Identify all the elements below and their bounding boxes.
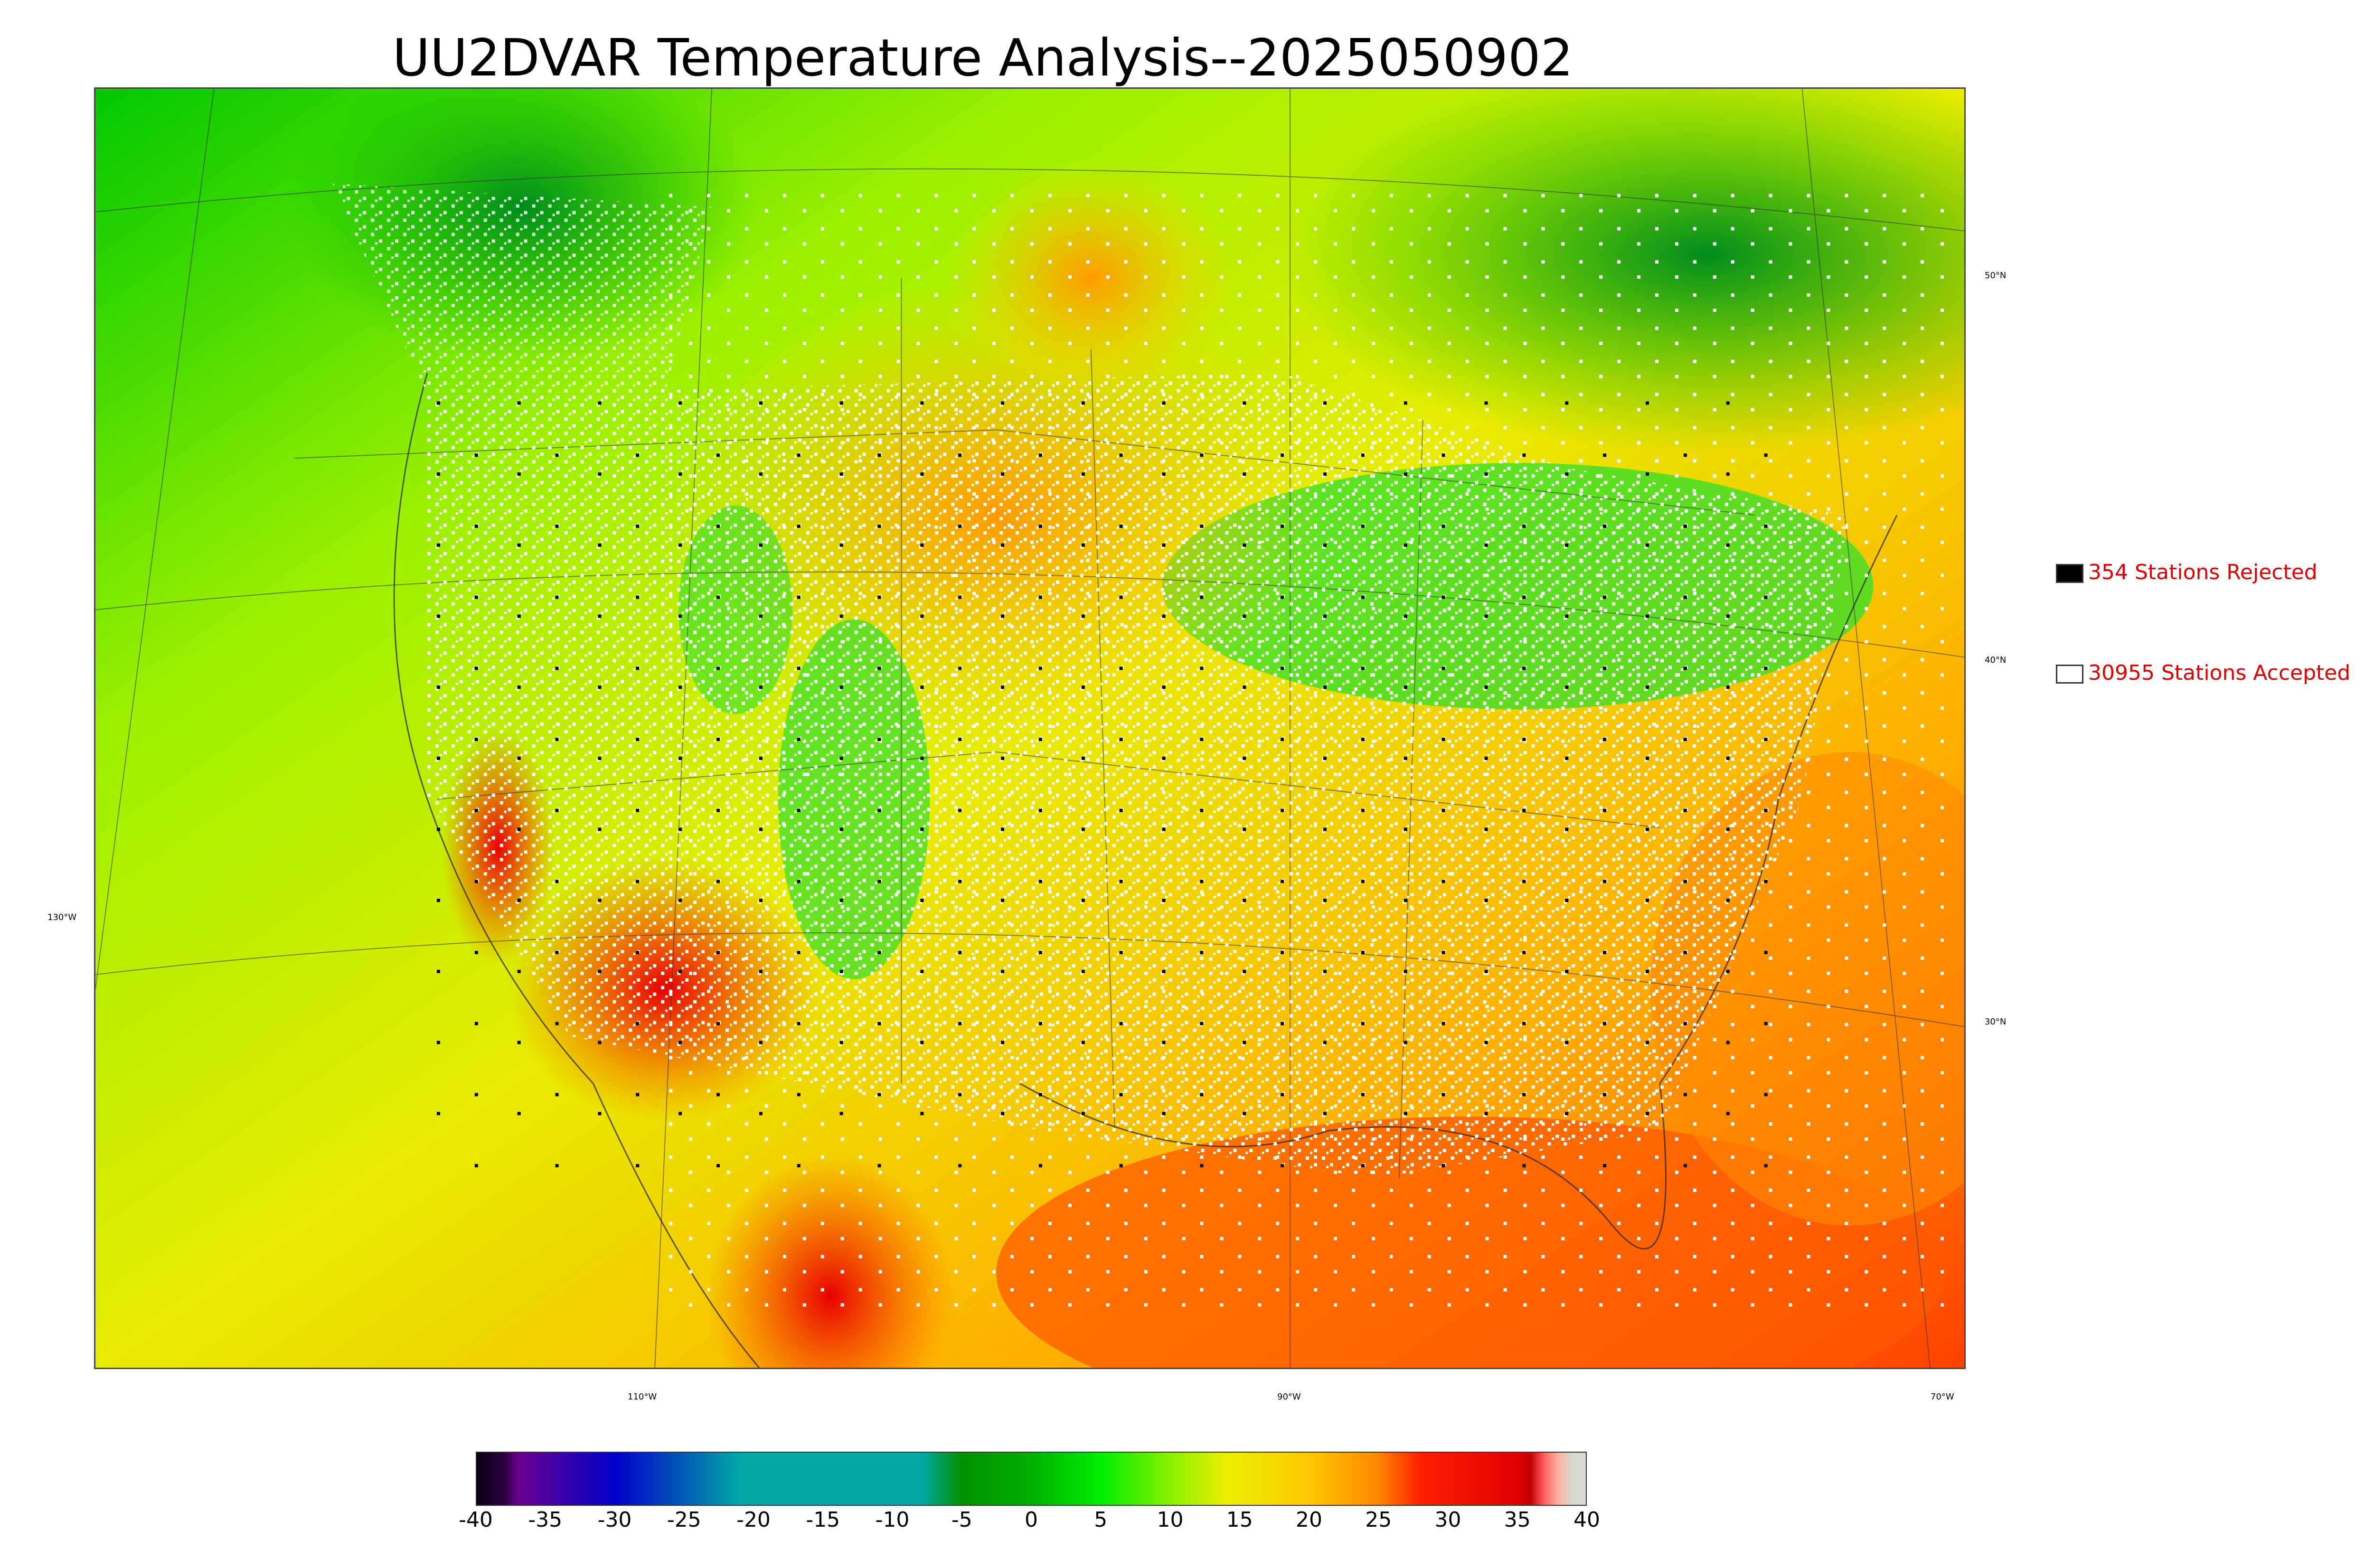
colorbar-tick-label: 25 <box>1365 1508 1392 1532</box>
colorbar-tick-label: -30 <box>597 1508 632 1532</box>
map-canvas <box>95 89 1964 1368</box>
colorbar-tick-label: 40 <box>1573 1508 1600 1532</box>
colorbar-tick-label: 0 <box>1025 1508 1038 1532</box>
latitude-label-30n: 30°N <box>1985 1017 2007 1027</box>
colorbar-tick-label: 5 <box>1094 1508 1108 1532</box>
black-square-icon <box>2056 564 2083 583</box>
longitude-label-130w: 130°W <box>47 912 77 922</box>
colorbar-tick-label: -40 <box>459 1508 493 1532</box>
colorbar-tick-label: 20 <box>1296 1508 1322 1532</box>
colorbar <box>476 1452 1587 1506</box>
white-square-icon <box>2056 665 2083 684</box>
colorbar-tick-label: -10 <box>875 1508 910 1532</box>
colorbar-tick-label: -5 <box>951 1508 972 1532</box>
colorbar-tick-label: -35 <box>528 1508 563 1532</box>
colorbar-tick-label: -25 <box>667 1508 701 1532</box>
longitude-label-90w: 90°W <box>1277 1392 1301 1402</box>
colorbar-tick-label: -20 <box>736 1508 771 1532</box>
longitude-label-110w: 110°W <box>628 1392 657 1402</box>
legend-accepted-label: 30955 Stations Accepted <box>2088 661 2351 685</box>
colorbar-tick-label: 35 <box>1504 1508 1531 1532</box>
temperature-map[interactable] <box>94 87 1966 1369</box>
longitude-label-70w: 70°W <box>1931 1392 1954 1402</box>
colorbar-tick-label: 15 <box>1226 1508 1253 1532</box>
map-title: UU2DVAR Temperature Analysis--2025050902 <box>392 28 1573 88</box>
latitude-label-40n: 40°N <box>1985 655 2007 665</box>
colorbar-tick-label: -15 <box>806 1508 840 1532</box>
colorbar-tick-label: 10 <box>1157 1508 1184 1532</box>
colorbar-tick-label: 30 <box>1434 1508 1461 1532</box>
latitude-label-50n: 50°N <box>1985 271 2007 281</box>
legend-rejected-label: 354 Stations Rejected <box>2088 560 2317 584</box>
